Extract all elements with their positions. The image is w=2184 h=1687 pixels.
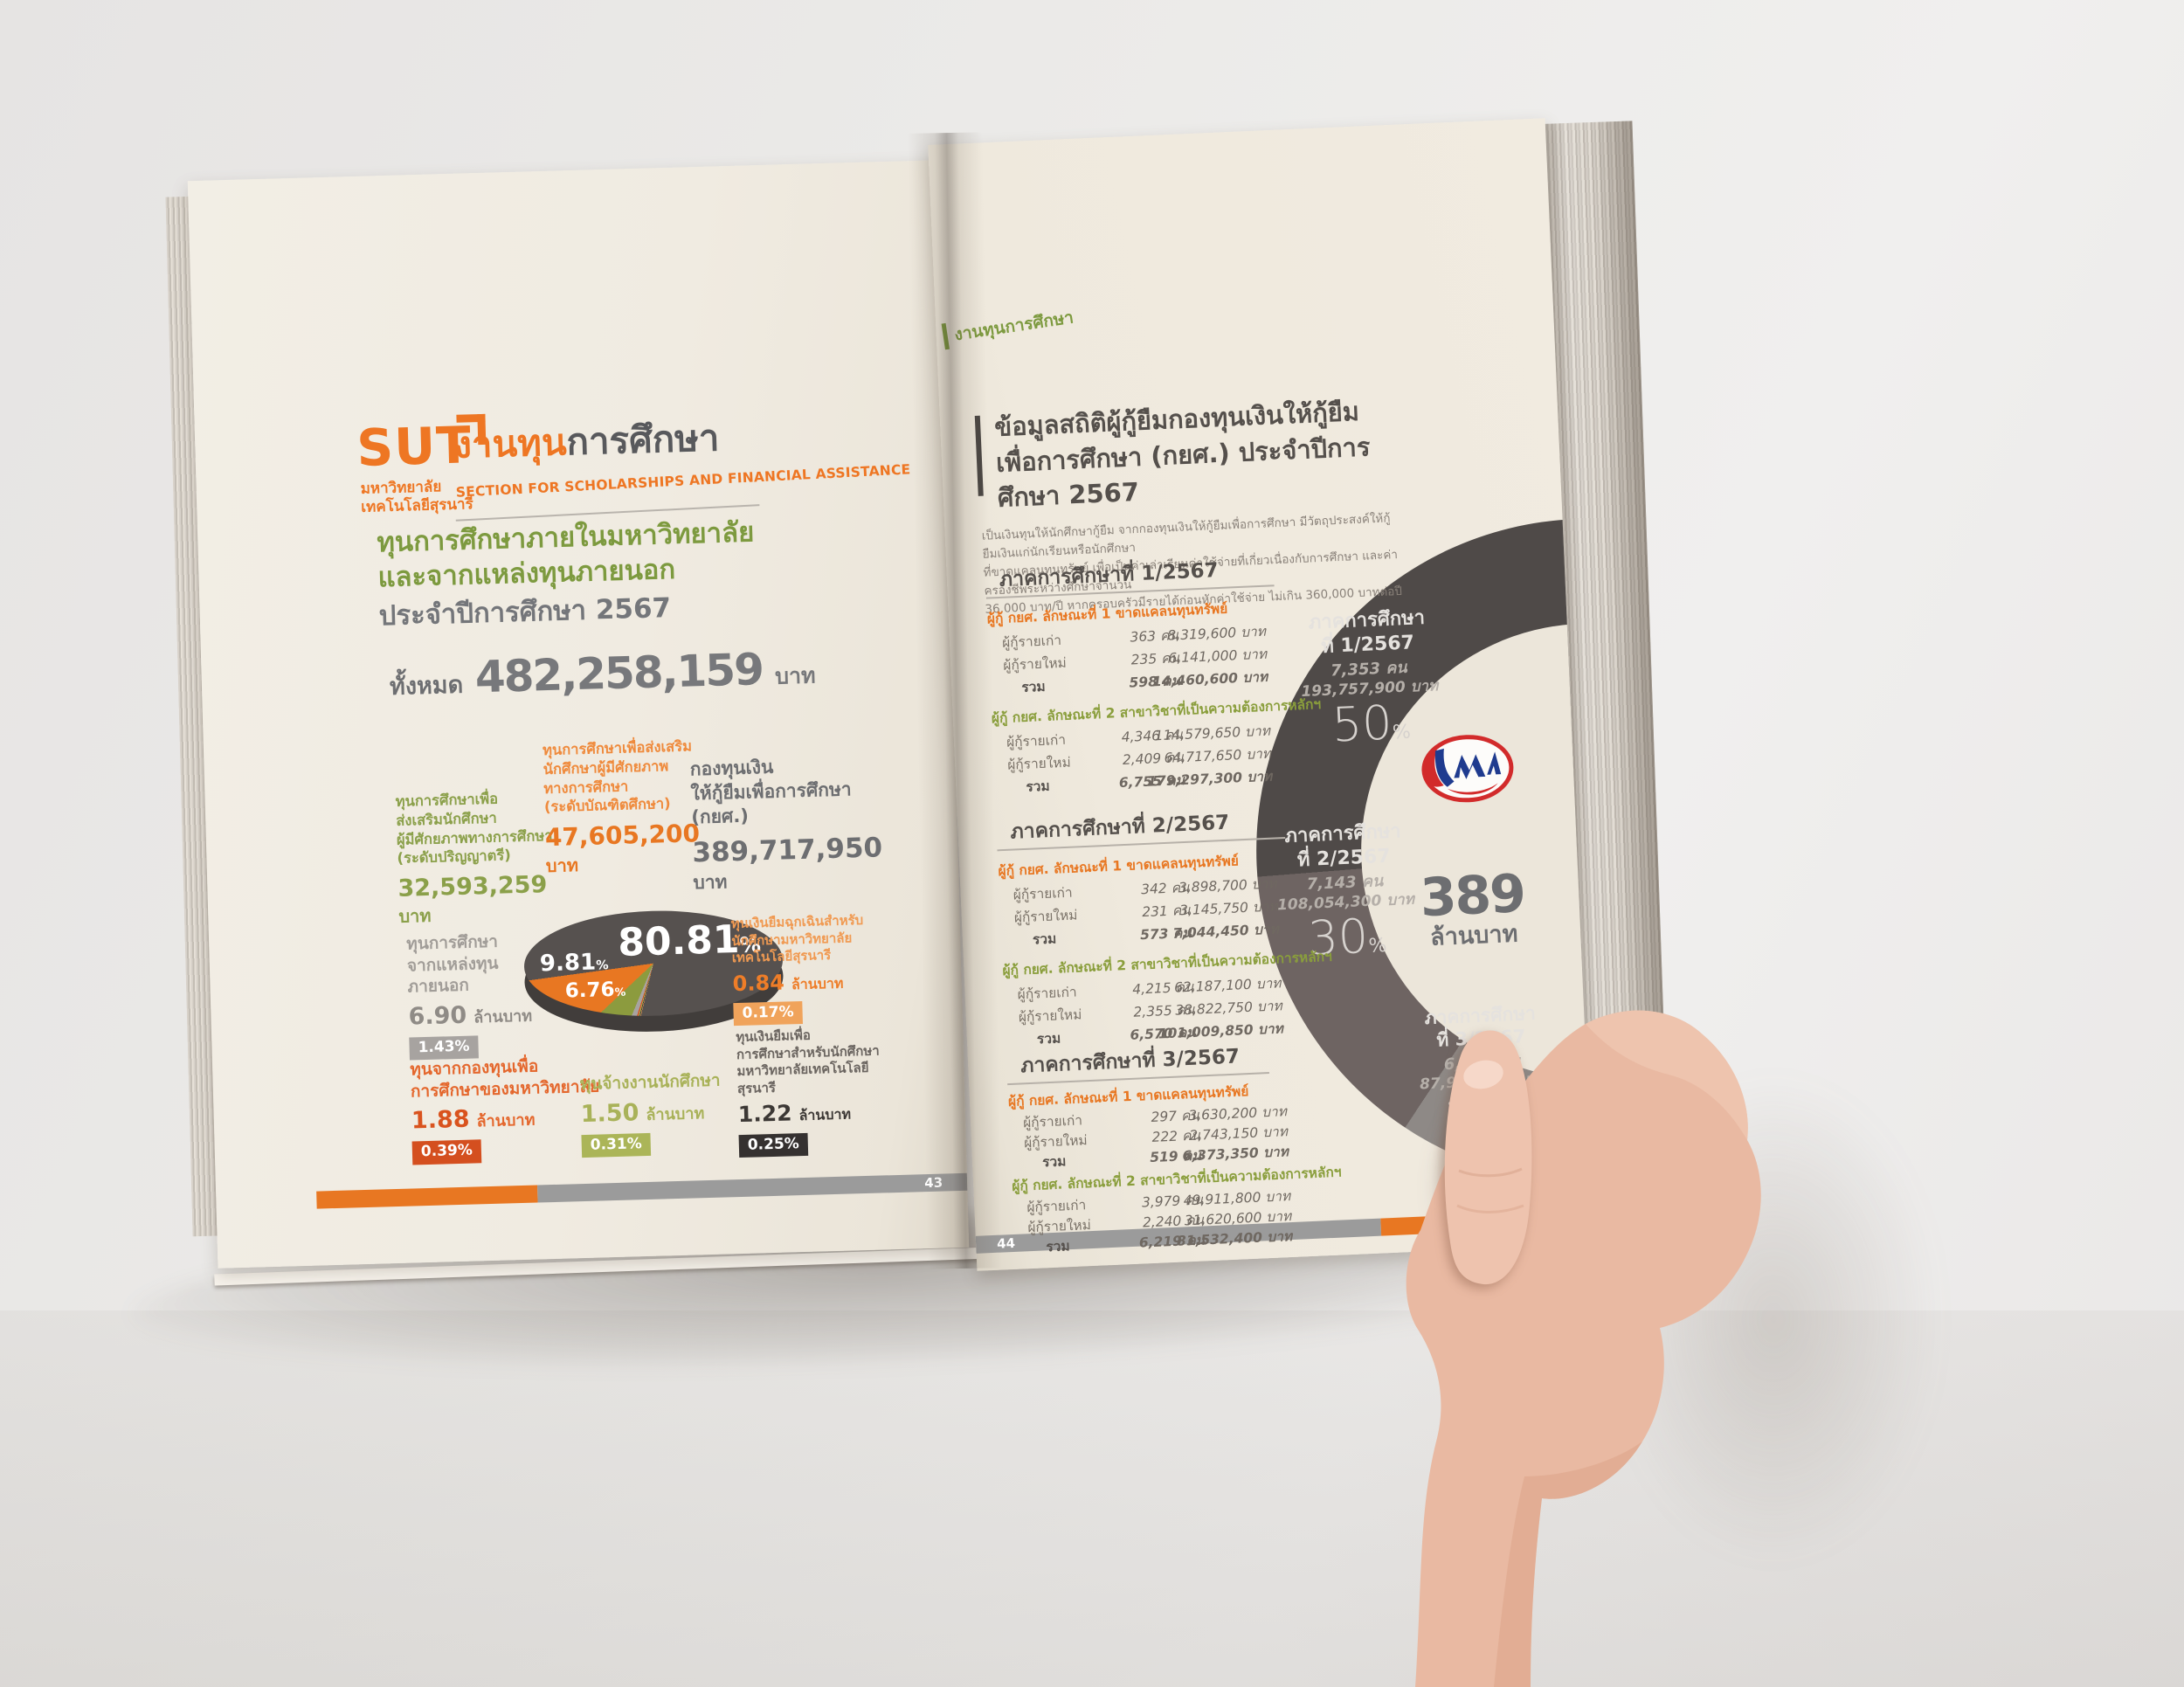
block-university-fund-unit: ล้านบาท [476,1110,536,1131]
block-emergency-desc: ทุนเงินยืมฉุกเฉินสำหรับ นักศึกษามหาวิทยา… [730,911,864,966]
fund-loan: กองทุนเงิน ให้กู้ยืมเพื่อการศึกษา (กยศ.)… [689,752,902,895]
fund-undergrad-desc: ทุนการศึกษาเพื่อ ส่งเสริมนักศึกษา ผู้มีศ… [395,790,553,868]
fund-undergrad: ทุนการศึกษาเพื่อ ส่งเสริมนักศึกษา ผู้มีศ… [395,788,564,928]
right-page: งานทุนการศึกษา ภาคการศึกษา ที่ 1/2567 7,… [928,118,1594,1271]
fund-undergrad-unit: บาท [398,904,432,927]
right-page-title: ข้อมูลสถิติผู้กู้ยืมกองทุนเงินให้กู้ยืม … [993,396,1372,514]
thumb [1444,1030,1532,1285]
donut-segment-term2-title: ภาคการศึกษา ที่ 2/2567 [1283,820,1402,871]
section-title-gray: การศึกษา [565,416,721,464]
block-emergency-loan: ทุนเงินยืมฉุกเฉินสำหรับ นักศึกษามหาวิทยา… [731,912,874,1026]
donut-segment-term1: ภาคการศึกษา ที่ 1/2567 7,353 คน 193,757,… [1288,605,1451,752]
block-student-loan-pct-badge: 0.25% [738,1132,809,1158]
block-university-fund-desc: ทุนจากกองทุนเพื่อ การศึกษาของมหาวิทยาลัย [409,1056,600,1102]
left-page: SUT มหาวิทยาลัย เทคโนโลยีสุรนารี งานทุนก… [187,160,970,1269]
total-unit: บาท [774,662,816,689]
block-university-fund-value: 1.88 [411,1106,470,1135]
block-external-pct-badge: 1.43% [409,1035,479,1061]
block-student-loan: ทุนเงินยืมเพื่อ การศึกษาสำหรับนักศึกษา ม… [736,1025,896,1158]
block-external-desc: ทุนการศึกษา จากแหล่งทุน ภายนอก [405,931,499,997]
block-emergency-value: 0.84 [732,970,785,996]
pie-label-6-76: 6.76% [564,978,626,1003]
page-heading-green: ทุนการศึกษาภายในมหาวิทยาลัย และจากแหล่งท… [376,516,755,594]
total-label: ทั้งหมด [389,671,464,702]
fund-graduate-desc: ทุนการศึกษาเพื่อส่งเสริม นักศึกษาผู้มีศั… [542,737,693,816]
block-external-unit: ล้านบาท [473,1006,533,1027]
block-external-funds: ทุนการศึกษา จากแหล่งทุน ภายนอก 6.90 ล้านบ… [405,930,541,1061]
block-emergency-pct-badge: 0.17% [733,1000,803,1026]
block-student-employment: ทุนจ้างงานนักศึกษา 1.50 ล้านบาท 0.31% [579,1069,730,1158]
hand-holding-page [1406,1010,1761,1687]
total-value: 482,258,159 [474,644,764,703]
fund-undergrad-value: 32,593,259 [397,871,548,902]
block-student-employment-unit: ล้านบาท [646,1103,705,1124]
page-heading-year: ประจำปีการศึกษา 2567 [378,591,672,633]
left-footer-bar: 43 [316,1172,968,1209]
section-title: งานทุนการศึกษา [453,416,721,466]
block-emergency-unit: ล้านบาท [791,974,844,992]
block-student-employment-value: 1.50 [580,1098,639,1128]
section-title-orange: งานทุน [453,420,568,467]
block-university-fund-pct-badge: 0.39% [411,1139,482,1165]
wall-shade [0,1310,2184,1687]
block-student-loan-desc: ทุนเงินยืมเพื่อ การศึกษาสำหรับนักศึกษา ม… [736,1027,880,1096]
block-student-loan-unit: ล้านบาท [798,1105,852,1124]
donut-center-total: 389 ล้านบาท [1401,863,1545,951]
total-amount: ทั้งหมด 482,258,159 บาท [389,642,816,705]
footer-bar-gray: 43 [537,1172,968,1203]
fund-loan-unit: บาท [693,871,728,894]
footer-bar-orange [316,1185,538,1209]
block-student-employment-pct-badge: 0.31% [581,1132,652,1158]
fund-loan-value: 389,717,950 [691,832,883,869]
block-external-value: 6.90 [408,1001,467,1031]
donut-segment-term1-title: ภาคการศึกษา ที่ 1/2567 [1308,606,1426,658]
kyos-fund-logo-icon [1421,735,1514,803]
block-student-employment-desc: ทุนจ้างงานนักศึกษา [579,1070,721,1095]
block-student-loan-value: 1.22 [737,1100,792,1128]
fund-loan-desc: กองทุนเงิน ให้กู้ยืมเพื่อการศึกษา (กยศ.) [689,756,852,828]
pie-label-9-81: 9.81% [539,949,609,978]
block-university-fund: ทุนจากกองทุนเพื่อ การศึกษาของมหาวิทยาลัย… [410,1054,605,1165]
donut-center-value: 389 [1419,863,1526,930]
thumb-nail [1463,1060,1503,1089]
section-subtitle-en: SECTION FOR SCHOLARSHIPS AND FINANCIAL A… [455,461,911,501]
